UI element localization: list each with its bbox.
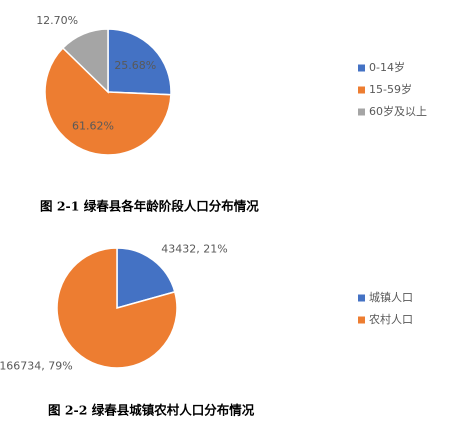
legend-marker [358,294,365,302]
pie-slice [116,247,176,309]
data-label: 25.68% [114,59,156,72]
data-label: 43432, 21% [161,243,227,256]
legend-label: 60岁及以上 [369,104,427,118]
pie-slice [107,28,172,96]
legend-marker [358,64,365,72]
legend-label: 0-14岁 [369,60,405,74]
legend-label: 城镇人口 [369,290,413,304]
legend-label: 农村人口 [369,312,413,326]
chart-caption: 图 2-1 绿春县各年龄阶段人口分布情况 [40,199,259,214]
data-label: 166734, 79% [0,359,73,372]
legend-marker [358,86,365,94]
chart-caption: 图 2-2 绿春县城镇农村人口分布情况 [48,403,255,418]
pie-slice [56,247,178,369]
pie-slice [44,46,172,156]
pie-slice [61,28,109,94]
legend-marker [358,316,365,324]
legend-label: 15-59岁 [369,82,412,96]
data-label: 12.70% [36,14,78,27]
data-label: 61.62% [72,120,114,133]
legend-marker [358,108,365,116]
